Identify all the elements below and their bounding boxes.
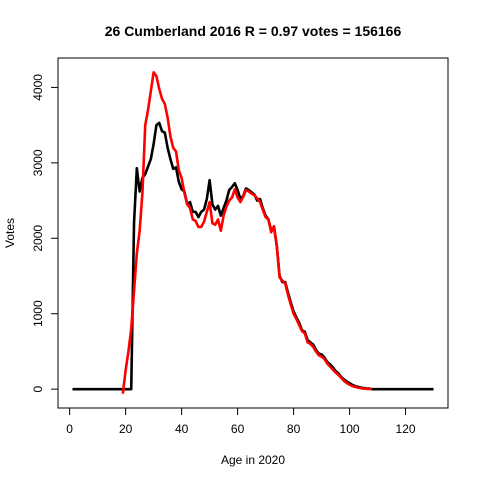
x-tick-label: 120 bbox=[396, 422, 416, 436]
y-tick-label: 3000 bbox=[31, 149, 45, 176]
x-tick-label: 0 bbox=[66, 422, 73, 436]
series-line bbox=[72, 121, 434, 391]
x-axis-label: Age in 2020 bbox=[221, 453, 285, 467]
series-line bbox=[121, 71, 373, 394]
y-tick-label: 0 bbox=[31, 385, 45, 392]
chart-title: 26 Cumberland 2016 R = 0.97 votes = 1561… bbox=[105, 23, 402, 39]
y-axis-label: Votes bbox=[3, 218, 17, 248]
x-tick-label: 80 bbox=[287, 422, 301, 436]
y-tick-label: 1000 bbox=[31, 300, 45, 327]
x-tick-label: 20 bbox=[119, 422, 133, 436]
x-tick-label: 60 bbox=[231, 422, 245, 436]
plot-box bbox=[57, 57, 449, 409]
x-tick-label: 100 bbox=[340, 422, 360, 436]
x-tick-label: 40 bbox=[175, 422, 189, 436]
y-tick-label: 4000 bbox=[31, 74, 45, 101]
y-tick-label: 2000 bbox=[31, 225, 45, 252]
